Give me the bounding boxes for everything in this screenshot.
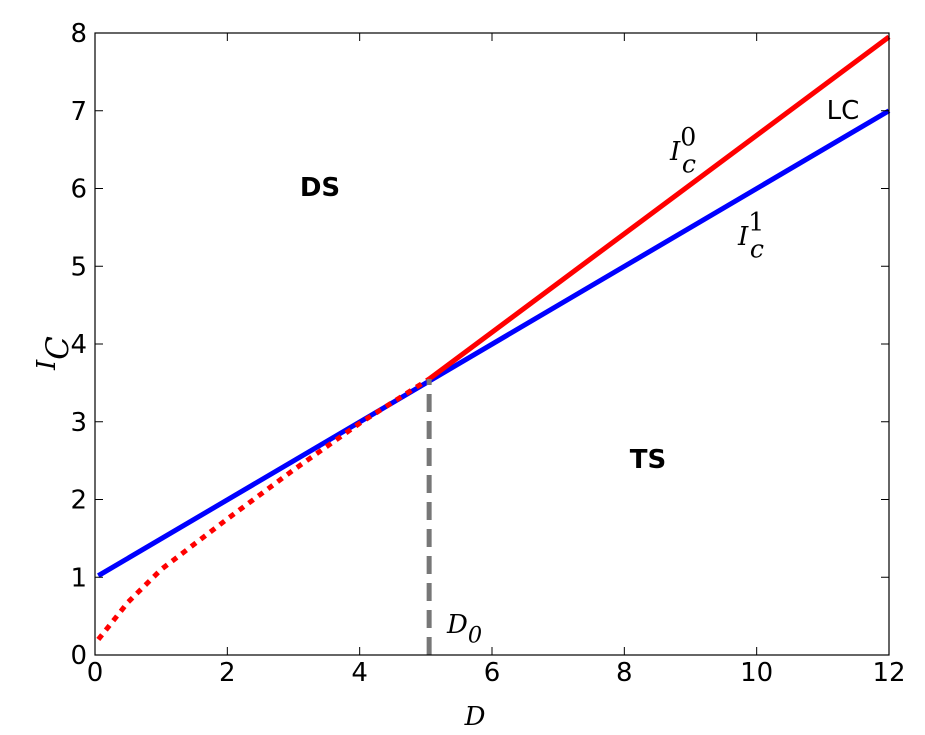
annotation: TS	[630, 445, 666, 475]
y-tick-label: 1	[70, 563, 87, 593]
annotation-base: D	[446, 610, 468, 640]
annotation-sub: c	[750, 235, 764, 264]
y-tick-label: 5	[70, 252, 87, 282]
y-tick-label: 0	[70, 641, 87, 671]
annotation: I1 c	[737, 208, 764, 264]
annotation-base: I	[737, 222, 749, 252]
x-tick-label: 8	[616, 658, 633, 688]
y-tick-label: 3	[70, 408, 87, 438]
annotation-sup: 0	[680, 123, 696, 152]
y-tick-label: 8	[70, 19, 87, 49]
y-axis-label-sub: C	[40, 336, 76, 360]
annotation: DS	[300, 173, 340, 203]
annotation-sup: 1	[748, 208, 764, 237]
y-tick-label: 2	[70, 486, 87, 516]
line	[97, 108, 891, 578]
y-axis-label-base: I	[32, 359, 62, 371]
y-axis-label: IC	[32, 336, 76, 371]
annotation-sub: c	[682, 150, 696, 179]
y-tick-label: 7	[70, 97, 87, 127]
x-axis-label: D	[464, 702, 486, 732]
line	[427, 34, 891, 381]
annotation-sub: 0	[468, 623, 482, 649]
annotation: D0	[446, 610, 482, 649]
y-tick-label: 6	[70, 175, 87, 205]
x-tick-label: 4	[351, 658, 368, 688]
line	[96, 376, 431, 642]
x-axis-label-base: D	[464, 702, 486, 732]
x-tick-label: 6	[484, 658, 501, 688]
annotation-base: I	[669, 137, 681, 167]
x-tick-label: 0	[87, 658, 104, 688]
y-tick-label: 4	[70, 330, 87, 360]
annotation: I0 c	[669, 123, 696, 179]
x-tick-label: 2	[219, 658, 236, 688]
x-tick-label: 12	[872, 658, 905, 688]
annotation: LC	[827, 96, 860, 126]
x-tick-label: 10	[740, 658, 773, 688]
